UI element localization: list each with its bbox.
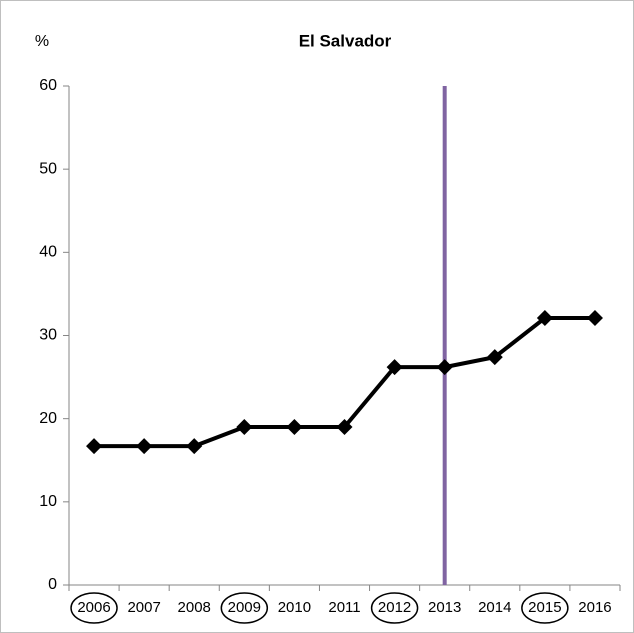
label-circle [370, 592, 419, 624]
x-tick-label: 2015 [528, 599, 561, 616]
data-point [136, 438, 153, 455]
data-point [386, 359, 403, 376]
y-tick-label: 0 [48, 576, 57, 593]
chart-title: El Salvador [299, 31, 392, 50]
data-point [436, 359, 453, 376]
y-tick-label: 20 [39, 410, 57, 427]
data-point [86, 438, 103, 455]
x-tick-label: 2008 [178, 599, 211, 616]
y-tick-label: 40 [39, 244, 57, 261]
data-point [236, 418, 253, 435]
x-tick-label: 2014 [478, 599, 511, 616]
x-tick-label: 2012 [378, 599, 411, 616]
data-point [536, 310, 553, 327]
x-tick-label: 2009 [228, 599, 261, 616]
y-tick-label: 60 [39, 77, 57, 94]
x-tick-label: 2011 [328, 599, 360, 616]
data-point [286, 418, 303, 435]
label-circle [70, 592, 118, 624]
x-tick-label: 2007 [127, 599, 160, 616]
y-tick-label: 30 [39, 327, 57, 344]
label-circle [521, 592, 569, 624]
label-circle [220, 592, 269, 624]
data-point [186, 438, 203, 455]
x-tick-label: 2013 [428, 599, 461, 616]
x-tick-label: 2010 [278, 599, 311, 616]
data-point [336, 418, 353, 435]
y-tick-label: 10 [39, 493, 57, 510]
y-tick-label: 50 [39, 160, 57, 177]
data-point [586, 310, 603, 327]
y-axis-label: % [35, 33, 49, 50]
x-tick-label: 2006 [77, 599, 110, 616]
x-tick-label: 2016 [578, 599, 611, 616]
data-point [486, 349, 503, 366]
